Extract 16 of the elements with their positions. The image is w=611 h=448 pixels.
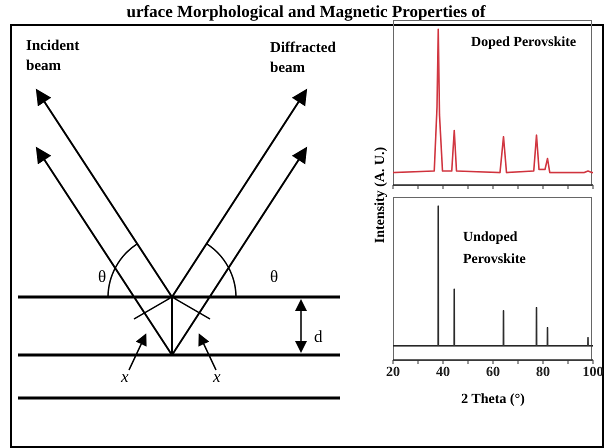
x-axis-title: 2 Theta (°) <box>460 392 526 408</box>
text: θ <box>270 266 280 288</box>
text: Undoped Perovskite <box>463 229 527 269</box>
x-tick-label: 60 <box>486 364 500 380</box>
chart-title: Doped Perovskite <box>471 34 578 52</box>
x-tick-label: 20 <box>386 364 400 380</box>
text: θ <box>98 266 108 288</box>
y-axis-title: Intensity (A. U.) <box>373 146 389 246</box>
text: urface Morphological and Magnetic Properties of <box>126 2 487 22</box>
x-tick-label: 80 <box>536 364 550 380</box>
text: x <box>213 366 222 388</box>
text: Incident beam <box>26 37 80 76</box>
x-tick-label: 40 <box>436 364 450 380</box>
text: d <box>314 326 324 348</box>
text: Diffracted beam <box>270 39 337 78</box>
text: x <box>121 366 130 388</box>
